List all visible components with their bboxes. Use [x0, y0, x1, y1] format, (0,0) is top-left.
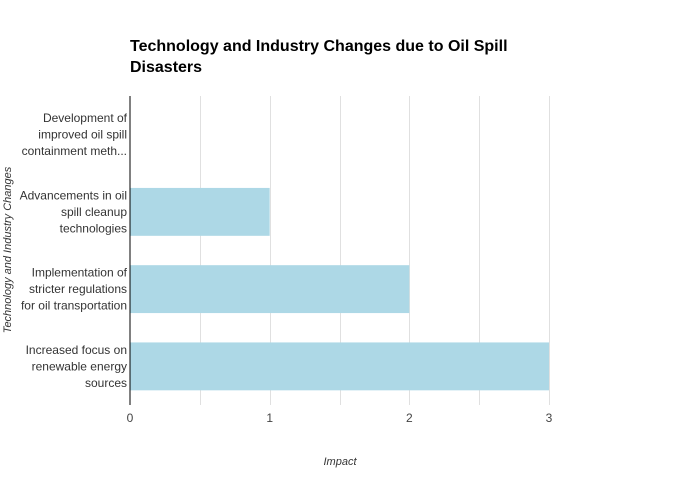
y-axis-title: Technology and Industry Changes: [2, 166, 14, 333]
x-tick-label: 2: [406, 411, 413, 425]
x-axis-title: Impact: [323, 456, 357, 468]
category-label-line: for oil transportation: [21, 299, 127, 313]
x-tick-label: 3: [546, 411, 553, 425]
category-label-line: Advancements in oil: [20, 188, 127, 202]
chart-title: Technology and Industry Changes due to O…: [130, 38, 508, 76]
x-tick-labels: 0 1 2 3: [127, 411, 553, 425]
category-label-line: renewable energy: [32, 359, 127, 373]
category-label-line: improved oil spill: [38, 128, 127, 142]
category-labels: Development of improved oil spill containm…: [20, 111, 128, 390]
category-label-line: Implementation of: [32, 266, 128, 280]
bar: [130, 265, 410, 314]
x-tick-label: 0: [127, 411, 134, 425]
category-label-line: spill cleanup: [61, 205, 127, 219]
x-tick-label: 1: [266, 411, 273, 425]
bars: [130, 187, 549, 391]
category-label-line: sources: [85, 376, 127, 390]
category-label-line: stricter regulations: [29, 282, 127, 296]
category-label-line: Increased focus on: [26, 343, 127, 357]
category-label-line: Development of: [43, 111, 128, 125]
category-label-line: technologies: [60, 221, 127, 235]
category-label-line: containment meth...: [22, 144, 127, 158]
bar: [130, 342, 549, 391]
bar: [130, 187, 270, 236]
chart-title-line-2: Disasters: [130, 59, 202, 76]
chart-title-line-1: Technology and Industry Changes due to O…: [130, 38, 508, 55]
